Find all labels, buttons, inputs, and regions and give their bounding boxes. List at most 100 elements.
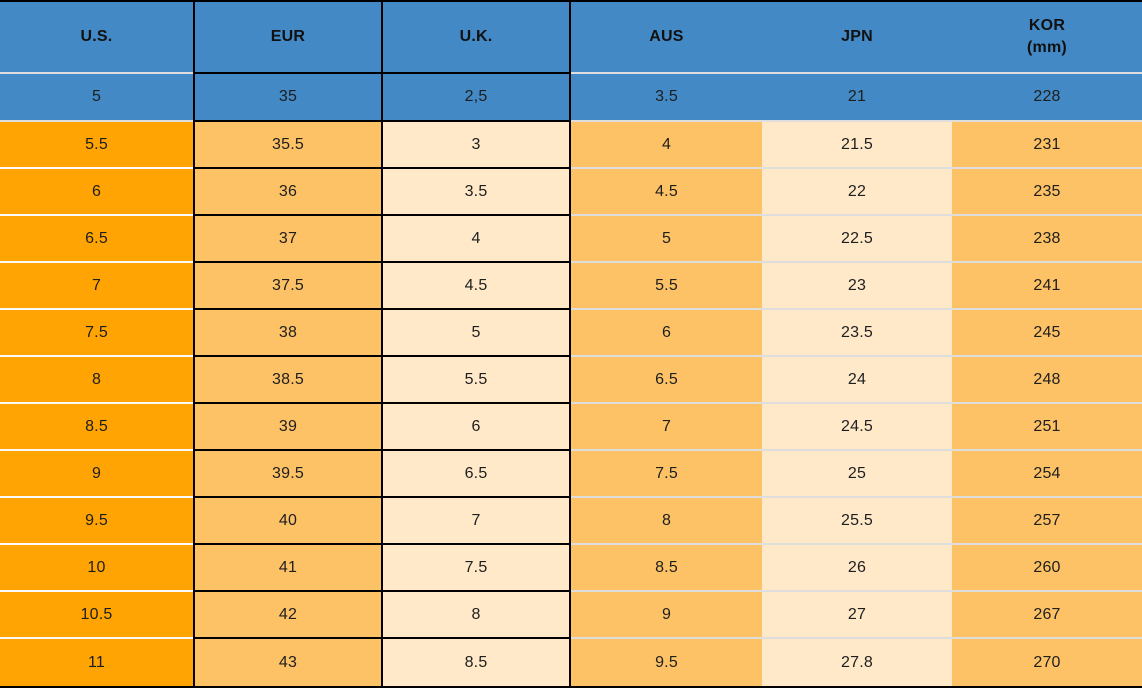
table-row: 8 38.5 5.5 6.5 24 248 [0, 357, 1142, 404]
table-cell: 235 [952, 169, 1142, 216]
table-cell: 4.5 [571, 169, 762, 216]
table-cell: 39 [193, 404, 381, 451]
table-cell: 6 [0, 169, 193, 216]
table-row: 7.5 38 5 6 23.5 245 [0, 310, 1142, 357]
table-cell: 5.5 [0, 122, 193, 169]
table-cell: 23.5 [762, 310, 952, 357]
table-cell: 10 [0, 545, 193, 592]
table-cell: 24.5 [762, 404, 952, 451]
table-cell: 3.5 [381, 169, 571, 216]
table-cell: 257 [952, 498, 1142, 545]
table-cell: 8 [381, 592, 571, 639]
table-cell: 5.5 [381, 357, 571, 404]
table-cell: 4 [571, 122, 762, 169]
table-cell: 9.5 [0, 498, 193, 545]
table-cell: 2,5 [381, 74, 571, 122]
table-cell: 248 [952, 357, 1142, 404]
table-cell: 24 [762, 357, 952, 404]
table-row: 6.5 37 4 5 22.5 238 [0, 216, 1142, 263]
table-row: 9 39.5 6.5 7.5 25 254 [0, 451, 1142, 498]
column-header-uk: U.K. [381, 2, 571, 74]
table-cell: 6.5 [571, 357, 762, 404]
table-cell: 260 [952, 545, 1142, 592]
table-cell: 4.5 [381, 263, 571, 310]
table-cell: 7 [381, 498, 571, 545]
table-cell: 270 [952, 639, 1142, 686]
table-cell: 7 [0, 263, 193, 310]
table-cell: 5 [571, 216, 762, 263]
table-cell: 251 [952, 404, 1142, 451]
column-header-kor-line2: (mm) [1027, 39, 1067, 56]
table-row: 5.5 35.5 3 4 21.5 231 [0, 122, 1142, 169]
table-cell: 11 [0, 639, 193, 686]
column-header-kor-line1: KOR [1028, 16, 1066, 34]
table-cell: 228 [952, 74, 1142, 122]
column-header-kor: KOR (mm) [952, 2, 1142, 74]
table-cell: 8 [571, 498, 762, 545]
table-row-highlighted: 5 35 2,5 3.5 21 228 [0, 74, 1142, 122]
table-cell: 43 [193, 639, 381, 686]
table-cell: 238 [952, 216, 1142, 263]
table-row: 10 41 7.5 8.5 26 260 [0, 545, 1142, 592]
table-cell: 7.5 [0, 310, 193, 357]
column-header-jpn: JPN [762, 2, 952, 74]
table-cell: 5 [0, 74, 193, 122]
table-cell: 10.5 [0, 592, 193, 639]
table-cell: 5 [381, 310, 571, 357]
table-cell: 41 [193, 545, 381, 592]
table-cell: 21 [762, 74, 952, 122]
table-cell: 3.5 [571, 74, 762, 122]
table-row: 9.5 40 7 8 25.5 257 [0, 498, 1142, 545]
table-cell: 9.5 [571, 639, 762, 686]
table-cell: 3 [381, 122, 571, 169]
table-row: 8.5 39 6 7 24.5 251 [0, 404, 1142, 451]
table-cell: 4 [381, 216, 571, 263]
table-cell: 26 [762, 545, 952, 592]
table-cell: 245 [952, 310, 1142, 357]
table-cell: 38.5 [193, 357, 381, 404]
table-cell: 25.5 [762, 498, 952, 545]
table-cell: 37 [193, 216, 381, 263]
table-cell: 39.5 [193, 451, 381, 498]
table-cell: 231 [952, 122, 1142, 169]
table-cell: 8.5 [571, 545, 762, 592]
table-header-row: U.S. EUR U.K. AUS JPN KOR (mm) [0, 2, 1142, 74]
table-cell: 27 [762, 592, 952, 639]
table-cell: 8.5 [381, 639, 571, 686]
table-cell: 8.5 [0, 404, 193, 451]
table-cell: 7 [571, 404, 762, 451]
table-cell: 27.8 [762, 639, 952, 686]
table-cell: 21.5 [762, 122, 952, 169]
table-cell: 35 [193, 74, 381, 122]
table-cell: 38 [193, 310, 381, 357]
table-row: 7 37.5 4.5 5.5 23 241 [0, 263, 1142, 310]
table-cell: 35.5 [193, 122, 381, 169]
table-cell: 5.5 [571, 263, 762, 310]
table-cell: 25 [762, 451, 952, 498]
table-cell: 8 [0, 357, 193, 404]
column-header-aus: AUS [571, 2, 762, 74]
table-row: 11 43 8.5 9.5 27.8 270 [0, 639, 1142, 686]
table-cell: 6 [381, 404, 571, 451]
table-cell: 267 [952, 592, 1142, 639]
table-cell: 7.5 [381, 545, 571, 592]
table-cell: 9 [0, 451, 193, 498]
table-cell: 6.5 [381, 451, 571, 498]
table-cell: 7.5 [571, 451, 762, 498]
table-cell: 37.5 [193, 263, 381, 310]
table-cell: 36 [193, 169, 381, 216]
table-row: 10.5 42 8 9 27 267 [0, 592, 1142, 639]
table-cell: 9 [571, 592, 762, 639]
table-cell: 23 [762, 263, 952, 310]
table-cell: 254 [952, 451, 1142, 498]
column-header-us: U.S. [0, 2, 193, 74]
table-cell: 6.5 [0, 216, 193, 263]
table-cell: 42 [193, 592, 381, 639]
table-cell: 241 [952, 263, 1142, 310]
table-cell: 40 [193, 498, 381, 545]
table-cell: 22.5 [762, 216, 952, 263]
table-cell: 22 [762, 169, 952, 216]
column-header-eur: EUR [193, 2, 381, 74]
table-cell: 6 [571, 310, 762, 357]
